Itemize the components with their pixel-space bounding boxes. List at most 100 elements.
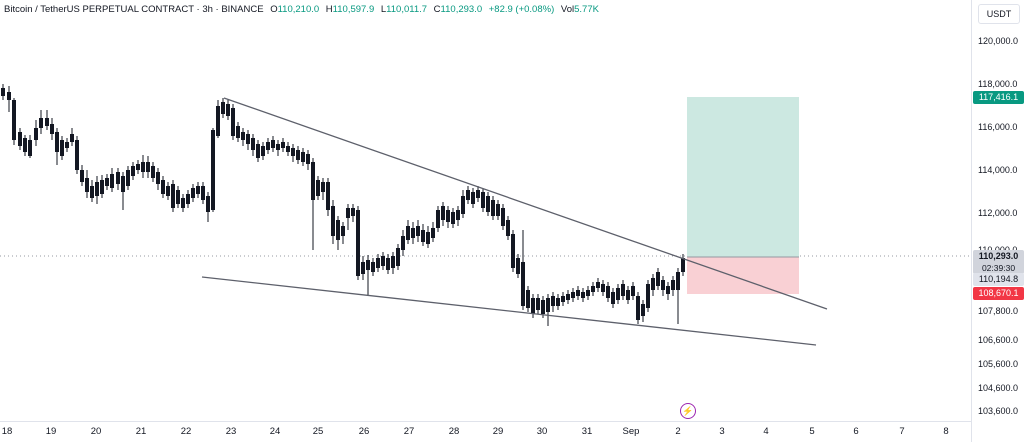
stop-price-label: 108,670.1 bbox=[973, 287, 1024, 300]
candle-body bbox=[496, 204, 500, 216]
price-tick: 114,000.0 bbox=[978, 165, 1018, 175]
candle-body bbox=[586, 290, 590, 296]
candle-body bbox=[161, 180, 165, 194]
candle-body bbox=[401, 236, 405, 250]
candle-body bbox=[611, 292, 615, 304]
time-tick: 7 bbox=[899, 426, 905, 437]
candle-body bbox=[171, 184, 175, 208]
high-value: 110,597.9 bbox=[332, 4, 375, 15]
chart-canvas[interactable] bbox=[0, 0, 971, 421]
candle-body bbox=[306, 154, 310, 164]
candle-body bbox=[321, 182, 325, 192]
lower-trendline bbox=[201, 276, 817, 346]
candle-body bbox=[236, 126, 240, 138]
flash-icon[interactable]: ⚡ bbox=[680, 403, 696, 419]
time-tick: 5 bbox=[809, 426, 815, 437]
candle-body bbox=[381, 256, 385, 266]
candle-body bbox=[316, 180, 320, 196]
time-tick: 29 bbox=[492, 426, 504, 437]
volume-value: 5.77K bbox=[574, 4, 599, 15]
price-tick: 118,000.0 bbox=[978, 79, 1018, 89]
candle-body bbox=[1, 88, 5, 96]
candle-body bbox=[216, 106, 220, 136]
candle-body bbox=[391, 256, 395, 268]
price-axis[interactable]: USDT 120,000.0 118,000.0 116,000.0 114,0… bbox=[971, 0, 1024, 442]
candle-body bbox=[18, 132, 22, 146]
candle-body bbox=[441, 206, 445, 220]
candle-body bbox=[631, 286, 635, 296]
current-price-label: 110,293.0 02:39:30 bbox=[973, 250, 1024, 274]
candle-body bbox=[246, 134, 250, 144]
candle-body bbox=[156, 172, 160, 184]
time-tick: 8 bbox=[943, 426, 949, 437]
candle-body bbox=[85, 178, 89, 192]
candle-body bbox=[506, 220, 510, 236]
candle-body bbox=[70, 134, 74, 142]
candle-body bbox=[656, 272, 660, 286]
candle-body bbox=[296, 150, 300, 160]
target-price-label: 117,416.1 bbox=[973, 91, 1024, 104]
candle-body bbox=[226, 104, 230, 116]
candle-body bbox=[481, 192, 485, 208]
candle-body bbox=[576, 290, 580, 296]
high-label: H bbox=[325, 4, 333, 15]
candle-body bbox=[551, 296, 555, 306]
candle-body bbox=[501, 208, 505, 226]
candle-body bbox=[351, 208, 355, 216]
volume-label: Vol bbox=[560, 4, 575, 15]
price-tick: 120,000.0 bbox=[978, 36, 1019, 46]
candle-body bbox=[336, 220, 340, 240]
candle-body bbox=[45, 118, 49, 126]
candle-body bbox=[621, 284, 625, 296]
candle-body bbox=[406, 226, 410, 240]
candle-body bbox=[186, 194, 190, 204]
candle-body bbox=[641, 304, 645, 316]
candle-body bbox=[591, 286, 595, 292]
candle-body bbox=[356, 210, 360, 276]
candle-body bbox=[116, 172, 120, 184]
candle-body bbox=[571, 292, 575, 298]
candle-body bbox=[596, 282, 600, 288]
candle-body bbox=[201, 186, 205, 200]
candle-body bbox=[601, 284, 605, 292]
candle-body bbox=[196, 186, 200, 194]
time-tick: 2 bbox=[675, 426, 681, 437]
candle-body bbox=[486, 196, 490, 212]
candle-body bbox=[166, 186, 170, 196]
change-value: +82.9 (+0.08%) bbox=[488, 4, 555, 15]
candle-body bbox=[221, 102, 225, 114]
candle-body bbox=[556, 298, 560, 306]
price-tick: 116,000.0 bbox=[978, 122, 1018, 132]
candle-body bbox=[456, 210, 460, 220]
candle-body bbox=[431, 228, 435, 238]
candle-body bbox=[211, 130, 215, 210]
candle-body bbox=[90, 186, 94, 198]
currency-button[interactable]: USDT bbox=[978, 4, 1020, 24]
candle-body bbox=[521, 262, 525, 306]
candle-body bbox=[466, 190, 470, 200]
candle-body bbox=[206, 196, 210, 212]
candle-body bbox=[121, 176, 125, 192]
candle-body bbox=[461, 196, 465, 214]
symbol-title[interactable]: Bitcoin / TetherUS PERPETUAL CONTRACT · … bbox=[4, 4, 264, 15]
candle-body bbox=[581, 292, 585, 298]
candle-body bbox=[276, 144, 280, 150]
candle-body bbox=[361, 262, 365, 274]
candle-body bbox=[526, 290, 530, 308]
time-axis[interactable]: 18 19 20 21 22 23 24 25 26 27 28 29 30 3… bbox=[0, 421, 971, 443]
candle-body bbox=[646, 284, 650, 308]
time-tick: 4 bbox=[763, 426, 769, 437]
candle-body bbox=[326, 182, 330, 210]
low-label: L bbox=[380, 4, 387, 15]
candle-body bbox=[271, 140, 275, 148]
candle-body bbox=[176, 190, 180, 204]
candle-body bbox=[281, 142, 285, 148]
candle-body bbox=[266, 142, 270, 150]
time-tick: 20 bbox=[90, 426, 102, 437]
candle-body bbox=[421, 230, 425, 242]
candle-body bbox=[151, 166, 155, 178]
time-tick: 26 bbox=[358, 426, 370, 437]
candle-body bbox=[286, 146, 290, 152]
candle-body bbox=[666, 286, 670, 294]
bar-countdown: 02:39:30 bbox=[981, 263, 1016, 273]
